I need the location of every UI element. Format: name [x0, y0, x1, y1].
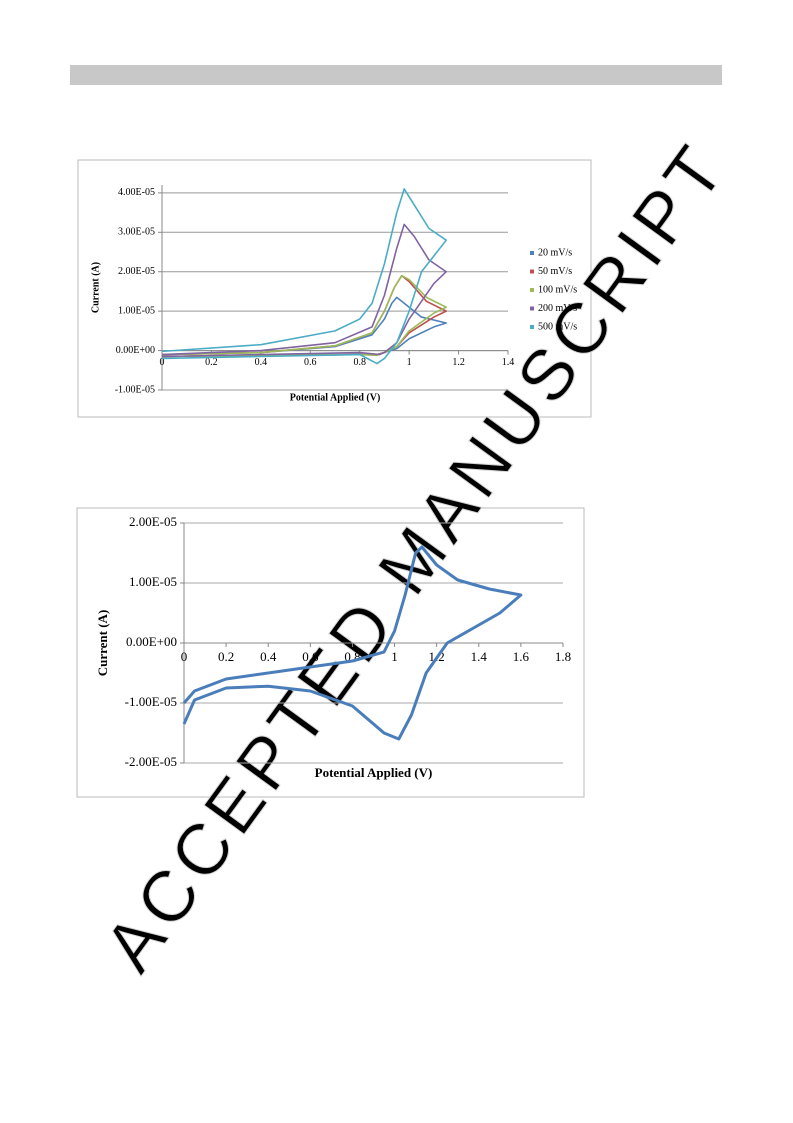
x-tick-label: 1 — [391, 649, 398, 664]
series-line — [161, 223, 448, 358]
x-tick-label: 0.4 — [255, 357, 268, 368]
y-tick-label: 2.00E-05 — [118, 266, 155, 277]
legend-swatch — [530, 288, 534, 292]
x-tick-label: 0.6 — [302, 649, 319, 664]
legend-swatch — [530, 306, 534, 311]
x-axis-title: Potential Applied (V) — [315, 765, 433, 780]
y-tick-label: 1.00E-05 — [129, 574, 177, 589]
y-tick-label: 2.00E-05 — [129, 514, 177, 529]
legend-label: 20 mV/s — [538, 247, 572, 258]
series-line — [182, 545, 523, 741]
y-tick-label: 3.00E-05 — [118, 227, 155, 238]
chart-frame — [77, 159, 592, 418]
x-tick-label: 0 — [160, 357, 165, 368]
legend-label: 200 mV/s — [538, 303, 577, 314]
x-tick-label: 1.4 — [471, 649, 488, 664]
x-tick-label: 0.2 — [218, 649, 234, 664]
x-tick-label: 0.6 — [304, 357, 317, 368]
y-tick-label: 0.00E+00 — [126, 634, 177, 649]
legend-swatch — [530, 325, 534, 329]
legend-label: 50 mV/s — [538, 266, 572, 277]
header-bar — [70, 65, 722, 85]
x-tick-label: 1.4 — [502, 357, 515, 368]
x-tick-label: 1.2 — [452, 357, 465, 368]
legend-label: 100 mV/s — [538, 284, 577, 295]
legend-swatch — [530, 251, 534, 255]
legend-swatch — [530, 269, 534, 274]
x-tick-label: 1 — [407, 357, 412, 368]
series-line — [161, 274, 448, 358]
y-tick-label: 4.00E-05 — [118, 187, 155, 198]
x-tick-label: 0.8 — [353, 357, 366, 368]
y-axis-title: Current (A) — [90, 262, 101, 313]
legend-label: 500 mV/s — [538, 321, 577, 332]
y-axis-title: Current (A) — [95, 610, 110, 677]
y-tick-label: -2.00E-05 — [125, 754, 177, 769]
y-tick-label: 0.00E+00 — [116, 345, 155, 356]
y-tick-label: -1.00E-05 — [115, 384, 155, 395]
chart-frame — [76, 507, 585, 798]
x-tick-label: 1.8 — [555, 649, 571, 664]
x-axis-title: Potential Applied (V) — [290, 392, 381, 403]
x-tick-label: 0 — [181, 649, 188, 664]
x-tick-label: 0.4 — [260, 649, 277, 664]
x-tick-label: 0.2 — [205, 357, 218, 368]
series-line — [161, 188, 448, 365]
y-tick-label: 1.00E-05 — [118, 305, 155, 316]
x-tick-label: 1.6 — [513, 649, 530, 664]
y-tick-label: -1.00E-05 — [125, 694, 177, 709]
